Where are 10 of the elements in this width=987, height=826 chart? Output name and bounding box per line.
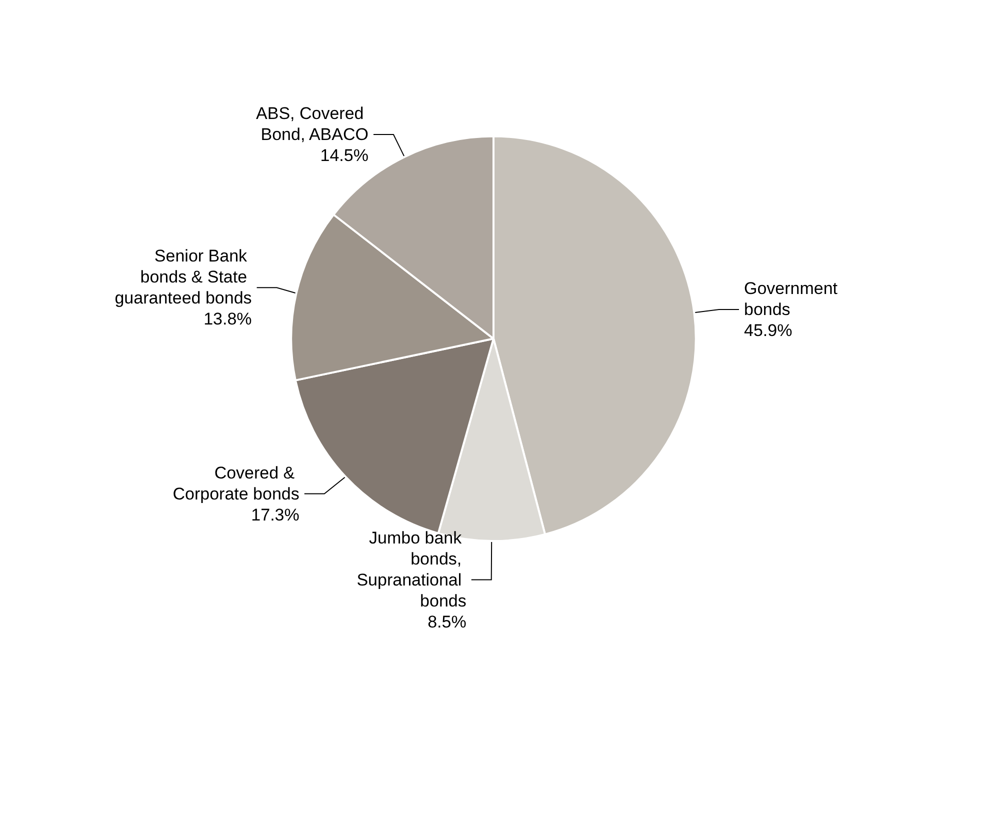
slice-label: Senior Bank bonds & State guaranteed bonds [114,246,252,308]
slice-label: Government bonds [744,278,842,319]
data-label: 45.9% [744,320,792,340]
data-label: 14.5% [320,146,368,165]
data-label: 17.3% [251,505,300,524]
slice-label: Jumbo bank bonds, Supranational bonds [356,528,466,610]
slice-label: Covered & Corporate bonds [172,463,300,504]
slice-label: ABS, Covered Bond, ABACO [256,104,368,144]
data-label: 8.5% [428,612,466,632]
data-label: 13.8% [204,310,252,329]
